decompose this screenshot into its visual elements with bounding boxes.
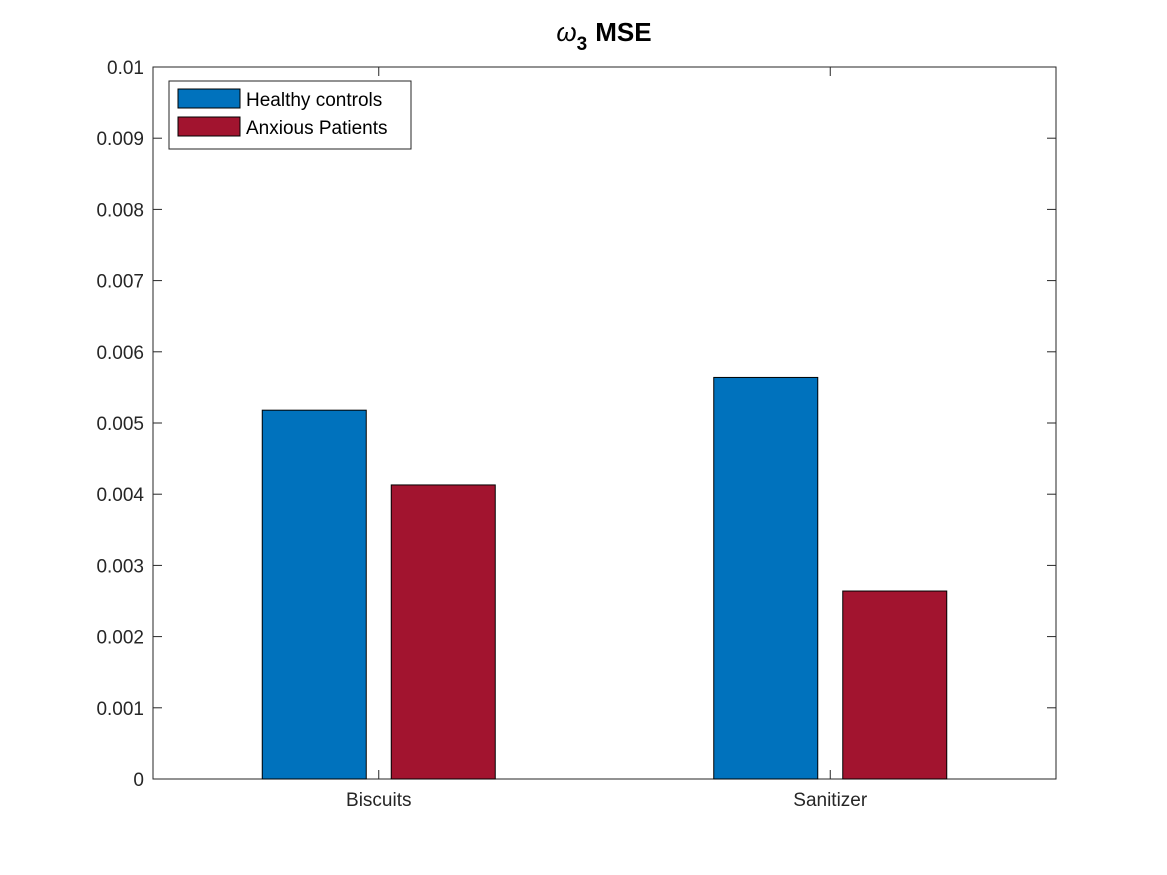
legend-label: Anxious Patients bbox=[246, 118, 388, 139]
title-text: MSE bbox=[595, 17, 651, 47]
y-tick-label: 0 bbox=[133, 770, 144, 791]
y-tick-label: 0.01 bbox=[107, 58, 144, 79]
y-tick-label: 0.007 bbox=[96, 272, 144, 293]
y-tick-label: 0.009 bbox=[96, 129, 144, 150]
x-tick-label: Biscuits bbox=[346, 790, 411, 811]
y-tick-label: 0.003 bbox=[96, 556, 144, 577]
y-tick-label: 0.008 bbox=[96, 200, 144, 221]
y-tick-label: 0.005 bbox=[96, 414, 144, 435]
legend-label: Healthy controls bbox=[246, 90, 382, 111]
chart-title: ω3 MSE bbox=[556, 17, 651, 55]
bar bbox=[390, 484, 496, 780]
y-tick-label: 0.006 bbox=[96, 343, 144, 364]
legend-swatch bbox=[177, 88, 241, 109]
title-symbol: ω bbox=[556, 17, 576, 47]
y-tick-label: 0.002 bbox=[96, 628, 144, 649]
bar bbox=[842, 590, 948, 780]
y-tick-label: 0.004 bbox=[96, 485, 144, 506]
x-tick-label: Sanitizer bbox=[793, 790, 868, 811]
legend-swatch bbox=[177, 116, 241, 137]
bar bbox=[261, 409, 367, 780]
y-tick-label: 0.001 bbox=[96, 699, 144, 720]
bar bbox=[713, 376, 819, 780]
plot-area: 0 0.001 0.002 0.003 0.004 0.005 0.006 0.007 0.00… bbox=[96, 58, 1057, 811]
title-subscript: 3 bbox=[577, 34, 588, 55]
